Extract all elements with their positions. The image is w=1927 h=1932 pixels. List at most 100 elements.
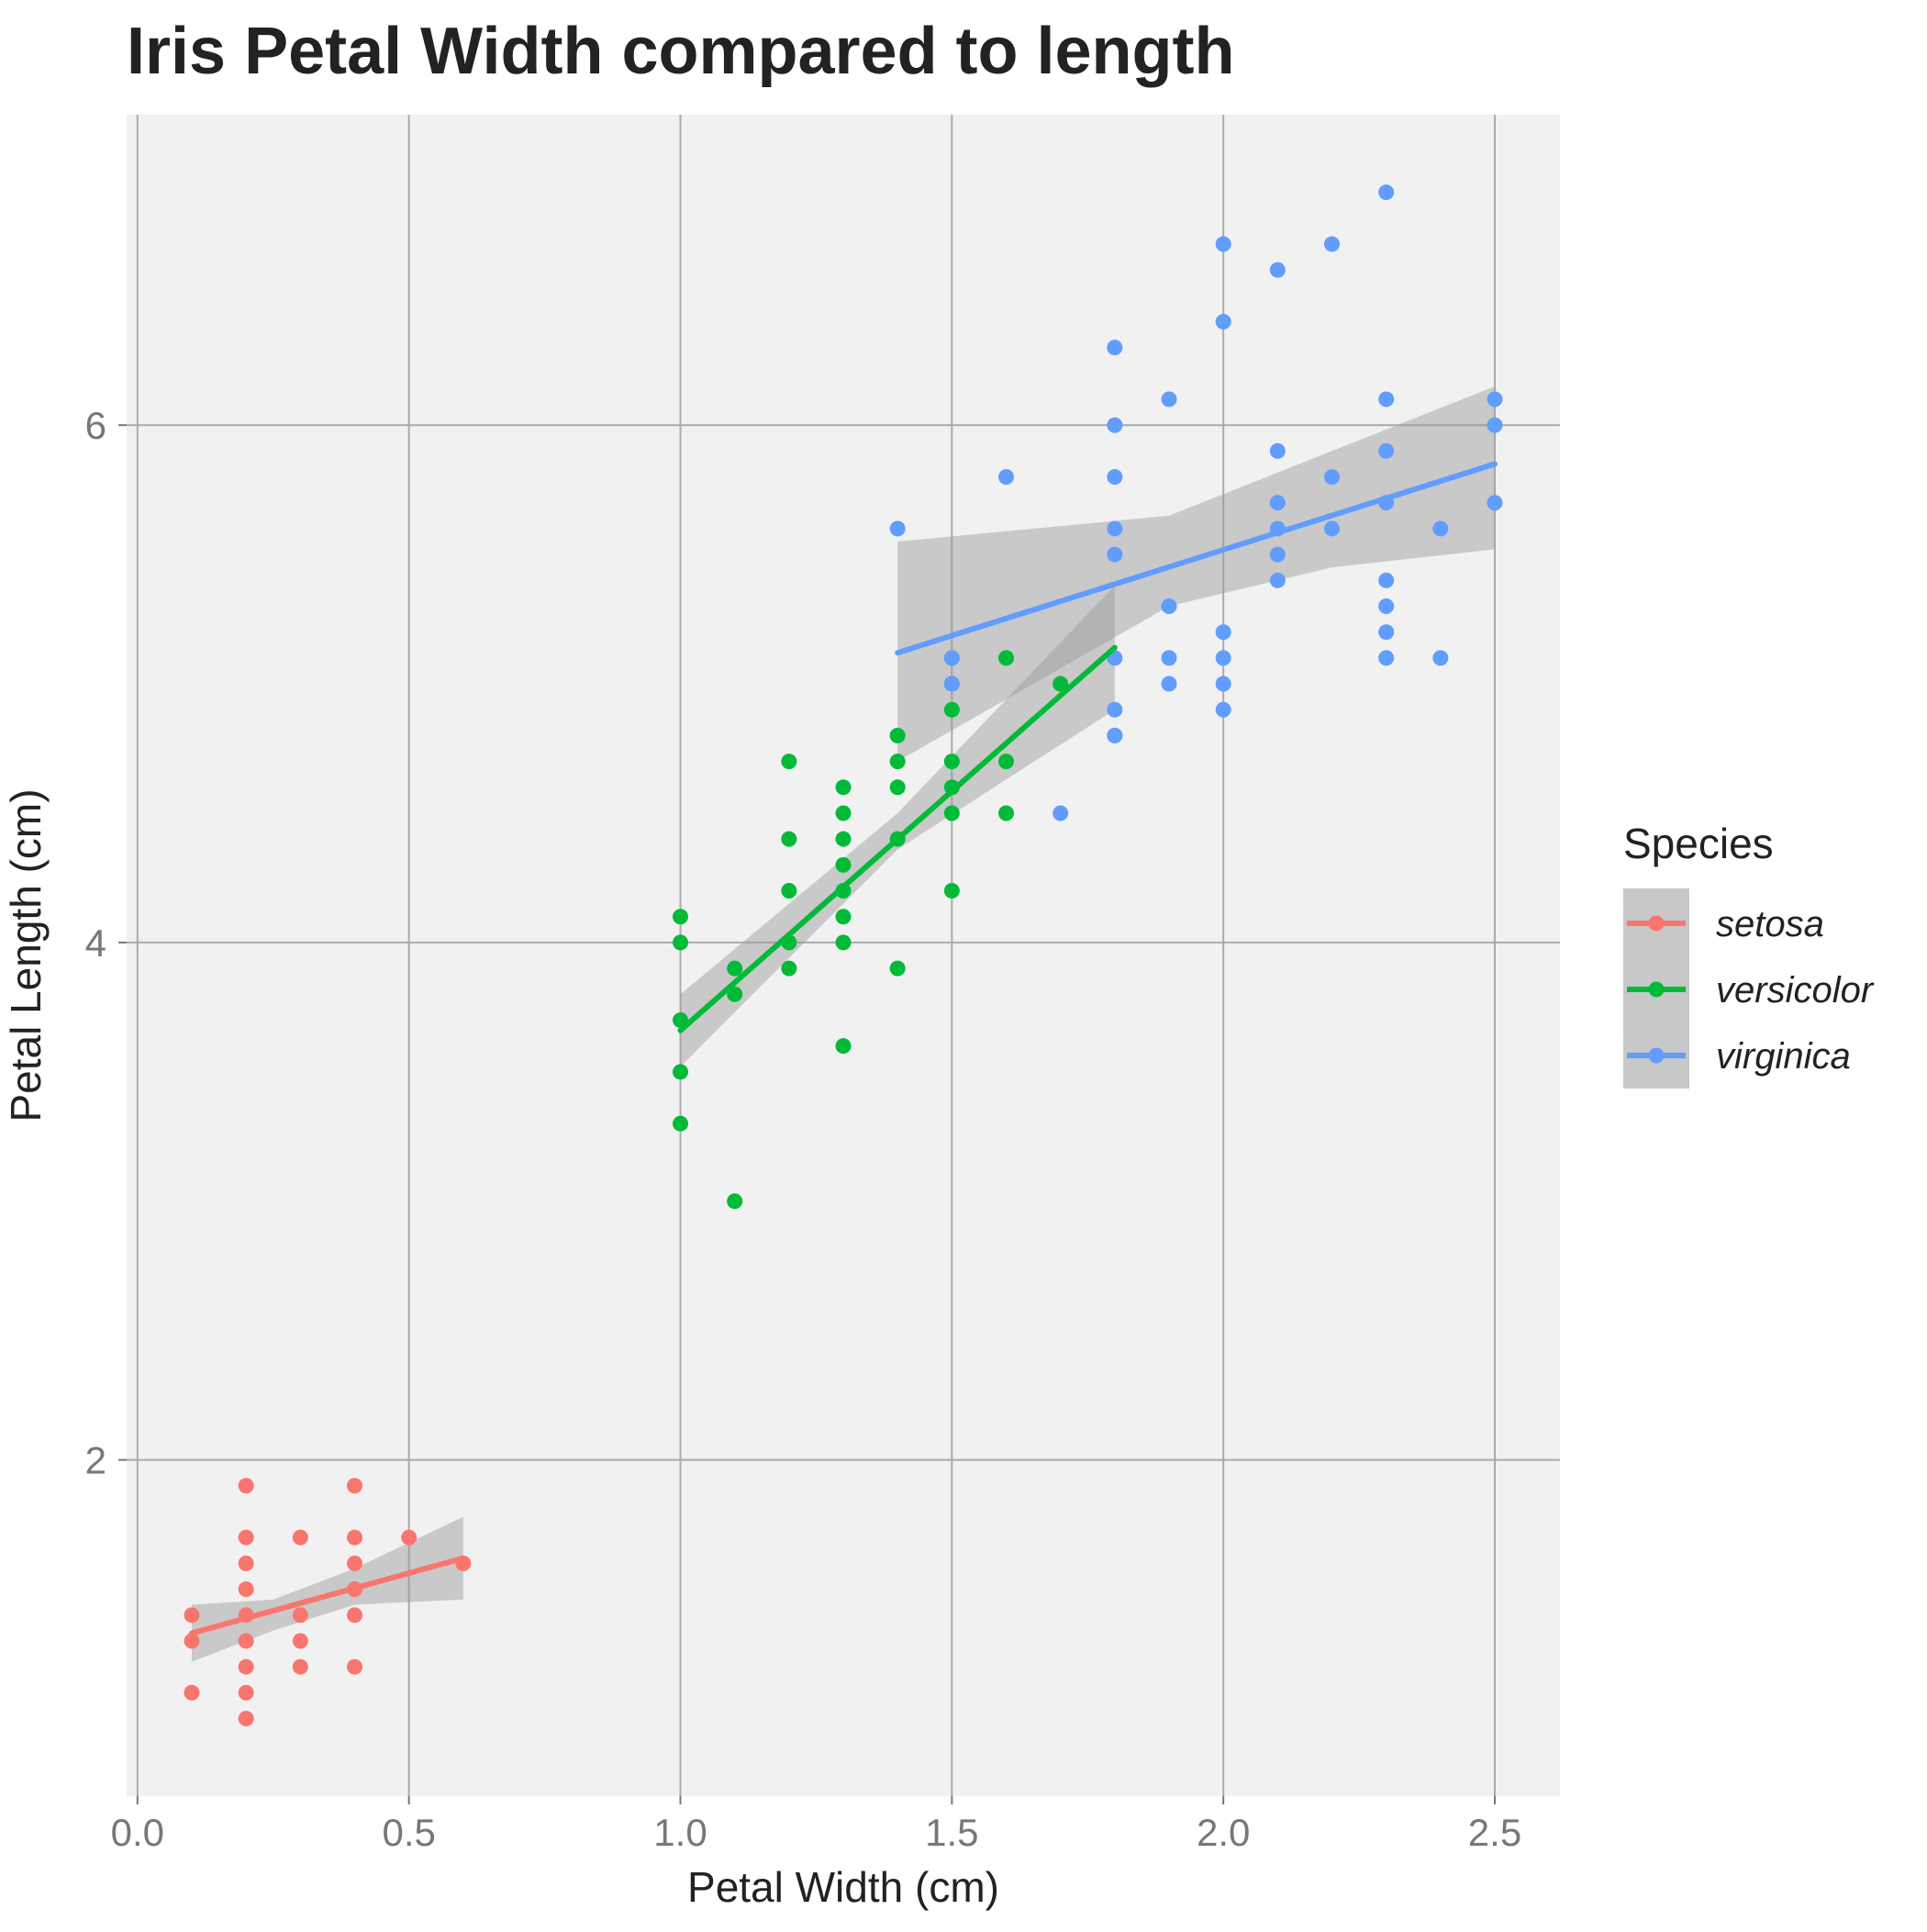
point-setosa [239,1478,254,1493]
point-versicolor [836,909,852,924]
point-versicolor [944,883,960,899]
point-virginica [1216,650,1231,665]
point-virginica [1378,184,1394,200]
x-tick-label: 1.0 [653,1811,707,1854]
point-versicolor [781,832,796,847]
y-axis-label: Petal Length (cm) [2,788,50,1122]
x-tick-label: 0.5 [382,1811,435,1854]
point-virginica [1432,520,1448,536]
point-virginica [1324,469,1340,485]
point-setosa [347,1530,362,1546]
point-versicolor [944,754,960,769]
point-versicolor [673,909,688,924]
point-versicolor [836,857,852,873]
chart-title: Iris Petal Width compared to length [127,15,1234,88]
point-virginica [1487,392,1503,408]
x-tick-label: 1.5 [925,1811,978,1854]
point-virginica [944,650,960,665]
point-virginica [1216,314,1231,329]
point-versicolor [781,961,796,977]
legend-key-point [1649,982,1665,998]
point-virginica [1216,676,1231,692]
point-virginica [1162,598,1177,614]
point-virginica [1378,392,1394,408]
point-versicolor [836,1038,852,1054]
point-versicolor [781,883,796,899]
point-versicolor [998,805,1014,821]
y-tick-label: 4 [85,921,106,965]
point-virginica [1378,650,1394,665]
point-virginica [1378,624,1394,640]
point-setosa [239,1685,254,1701]
point-virginica [1162,650,1177,665]
point-setosa [347,1659,362,1675]
plot-panel [127,115,1560,1796]
point-virginica [1270,495,1286,510]
point-virginica [998,469,1014,485]
point-versicolor [673,1064,688,1079]
x-tick-label: 2.0 [1197,1811,1250,1854]
point-virginica [1107,340,1122,355]
point-versicolor [890,728,906,743]
x-tick-label: 0.0 [111,1811,164,1854]
point-versicolor [781,754,796,769]
legend-label: setosa [1716,904,1824,944]
x-axis-label: Petal Width (cm) [687,1863,999,1911]
point-versicolor [727,961,742,977]
point-virginica [1487,418,1503,433]
legend-title: Species [1623,820,1774,867]
point-virginica [1487,495,1503,510]
point-setosa [239,1556,254,1571]
point-setosa [184,1607,200,1623]
point-virginica [1378,443,1394,459]
point-setosa [239,1581,254,1597]
point-virginica [1107,728,1122,743]
point-virginica [1107,418,1122,433]
point-virginica [944,676,960,692]
point-virginica [1378,573,1394,588]
point-virginica [1270,262,1286,278]
point-versicolor [836,805,852,821]
point-versicolor [944,702,960,718]
point-virginica [1107,469,1122,485]
point-virginica [1270,573,1286,588]
point-setosa [293,1659,308,1675]
y-axis-ticks: 2 4 6 [85,404,127,1481]
point-versicolor [836,934,852,950]
legend-label: versicolor [1716,970,1875,1011]
legend: setosa versicolor virginica [1623,888,1875,1089]
x-axis-ticks: 0.0 0.5 1.0 1.5 2.0 2.5 [111,1796,1522,1854]
point-virginica [1107,547,1122,563]
legend-key-point [1649,916,1665,932]
legend-key-point [1649,1048,1665,1064]
point-setosa [239,1659,254,1675]
point-setosa [239,1711,254,1726]
point-setosa [239,1530,254,1546]
point-virginica [1432,650,1448,665]
point-virginica [1053,805,1068,821]
point-virginica [890,520,906,536]
point-virginica [1378,598,1394,614]
point-versicolor [727,1193,742,1209]
point-setosa [401,1530,417,1546]
point-versicolor [944,805,960,821]
point-setosa [347,1556,362,1571]
point-virginica [1107,702,1122,718]
point-virginica [1216,702,1231,718]
point-versicolor [998,650,1014,665]
point-versicolor [998,754,1014,769]
point-virginica [1162,392,1177,408]
point-setosa [347,1478,362,1493]
point-virginica [1270,443,1286,459]
y-tick-label: 2 [85,1439,106,1482]
point-versicolor [836,779,852,795]
point-virginica [1270,547,1286,563]
point-versicolor [890,961,906,977]
legend-label: virginica [1716,1036,1851,1077]
point-setosa [293,1633,308,1648]
point-versicolor [836,832,852,847]
x-tick-label: 2.5 [1468,1811,1521,1854]
point-versicolor [890,754,906,769]
y-tick-label: 6 [85,404,106,447]
